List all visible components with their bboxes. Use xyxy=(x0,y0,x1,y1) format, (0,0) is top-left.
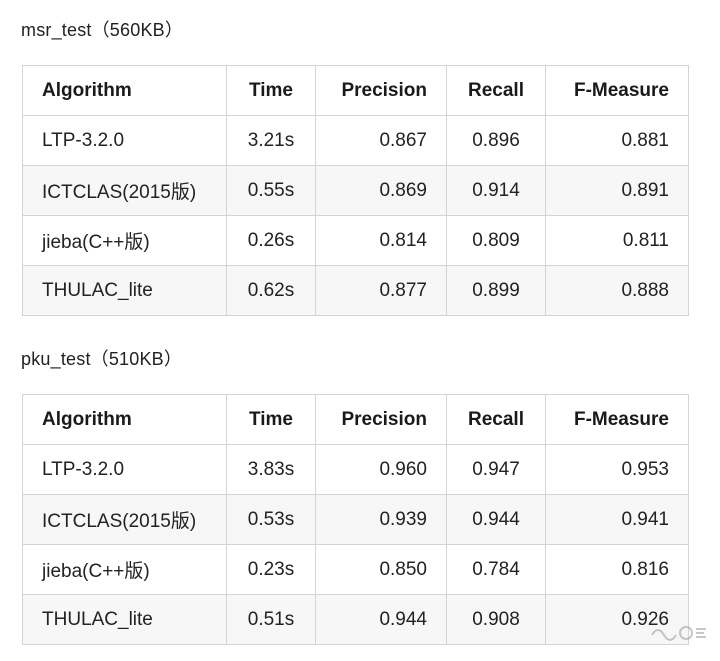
cell-time: 0.53s xyxy=(226,494,316,545)
cell-f-measure: 0.953 xyxy=(545,444,689,495)
table-header-row: Algorithm Time Precision Recall F-Measur… xyxy=(22,65,689,116)
cell-f-measure: 0.811 xyxy=(545,215,689,266)
cell-f-measure: 0.816 xyxy=(545,544,689,595)
cell-algorithm: LTP-3.2.0 xyxy=(22,444,227,495)
watermark-logo-icon xyxy=(651,626,706,641)
cell-algorithm: jieba(C++版) xyxy=(22,215,227,266)
cell-recall: 0.908 xyxy=(446,594,546,645)
cell-precision: 0.867 xyxy=(315,115,447,166)
cell-precision: 0.960 xyxy=(315,444,447,495)
cell-time: 0.62s xyxy=(226,265,316,316)
header-f-measure: F-Measure xyxy=(545,394,689,445)
cell-precision: 0.939 xyxy=(315,494,447,545)
cell-time: 0.55s xyxy=(226,165,316,216)
pku-test-table: Algorithm Time Precision Recall F-Measur… xyxy=(22,394,689,645)
cell-f-measure: 0.888 xyxy=(545,265,689,316)
header-time: Time xyxy=(226,65,316,116)
cell-time: 0.26s xyxy=(226,215,316,266)
header-recall: Recall xyxy=(446,394,546,445)
cell-algorithm: ICTCLAS(2015版) xyxy=(22,165,227,216)
table-row: jieba(C++版) 0.26s 0.814 0.809 0.811 xyxy=(22,215,689,266)
cell-time: 3.21s xyxy=(226,115,316,166)
table-row: jieba(C++版) 0.23s 0.850 0.784 0.816 xyxy=(22,544,689,595)
msr-test-caption: msr_test（560KB） xyxy=(21,20,184,40)
cell-time: 3.83s xyxy=(226,444,316,495)
cell-time: 0.23s xyxy=(226,544,316,595)
header-time: Time xyxy=(226,394,316,445)
cell-f-measure: 0.926 xyxy=(545,594,689,645)
table-row: LTP-3.2.0 3.83s 0.960 0.947 0.953 xyxy=(22,444,689,495)
table-row: THULAC_lite 0.51s 0.944 0.908 0.926 xyxy=(22,594,689,645)
header-algorithm: Algorithm xyxy=(22,65,227,116)
msr-test-table: Algorithm Time Precision Recall F-Measur… xyxy=(22,65,689,316)
header-precision: Precision xyxy=(315,65,447,116)
table-header-row: Algorithm Time Precision Recall F-Measur… xyxy=(22,394,689,445)
cell-algorithm: jieba(C++版) xyxy=(22,544,227,595)
cell-algorithm: LTP-3.2.0 xyxy=(22,115,227,166)
cell-f-measure: 0.941 xyxy=(545,494,689,545)
table-row: ICTCLAS(2015版) 0.53s 0.939 0.944 0.941 xyxy=(22,494,689,545)
cell-algorithm: THULAC_lite xyxy=(22,265,227,316)
cell-f-measure: 0.881 xyxy=(545,115,689,166)
cell-recall: 0.914 xyxy=(446,165,546,216)
header-algorithm: Algorithm xyxy=(22,394,227,445)
pku-test-caption: pku_test（510KB） xyxy=(21,349,183,369)
cell-algorithm: THULAC_lite xyxy=(22,594,227,645)
cell-time: 0.51s xyxy=(226,594,316,645)
cell-precision: 0.850 xyxy=(315,544,447,595)
cell-precision: 0.869 xyxy=(315,165,447,216)
cell-recall: 0.944 xyxy=(446,494,546,545)
cell-precision: 0.944 xyxy=(315,594,447,645)
header-precision: Precision xyxy=(315,394,447,445)
cell-f-measure: 0.891 xyxy=(545,165,689,216)
cell-precision: 0.877 xyxy=(315,265,447,316)
header-f-measure: F-Measure xyxy=(545,65,689,116)
cell-recall: 0.896 xyxy=(446,115,546,166)
cell-recall: 0.899 xyxy=(446,265,546,316)
table-row: ICTCLAS(2015版) 0.55s 0.869 0.914 0.891 xyxy=(22,165,689,216)
cell-recall: 0.809 xyxy=(446,215,546,266)
cell-recall: 0.947 xyxy=(446,444,546,495)
header-recall: Recall xyxy=(446,65,546,116)
table-row: LTP-3.2.0 3.21s 0.867 0.896 0.881 xyxy=(22,115,689,166)
table-row: THULAC_lite 0.62s 0.877 0.899 0.888 xyxy=(22,265,689,316)
cell-recall: 0.784 xyxy=(446,544,546,595)
cell-algorithm: ICTCLAS(2015版) xyxy=(22,494,227,545)
cell-precision: 0.814 xyxy=(315,215,447,266)
